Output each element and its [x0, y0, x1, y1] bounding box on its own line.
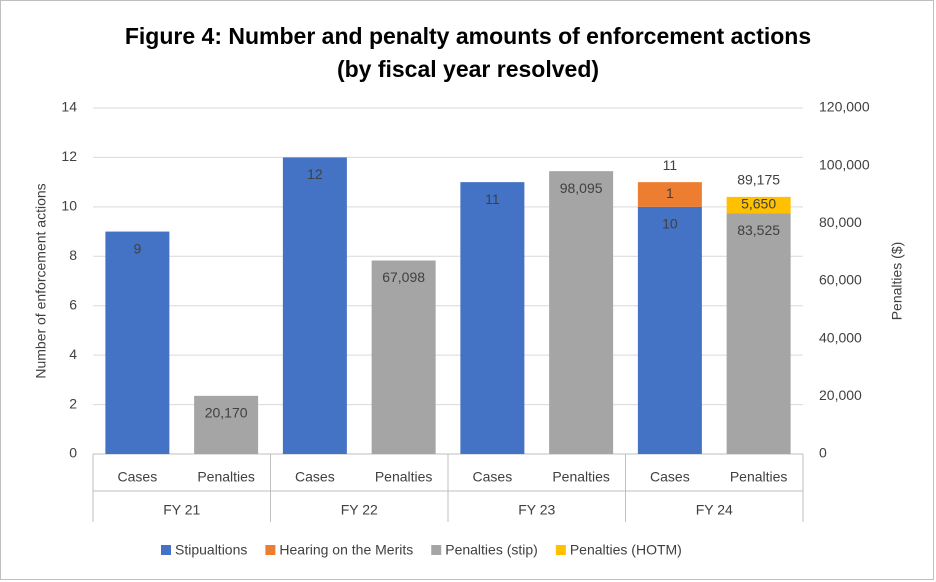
- bar: [637, 206, 702, 454]
- bar: [282, 157, 347, 454]
- legend-label: Hearing on the Merits: [279, 542, 413, 558]
- data-label: 1: [666, 185, 674, 201]
- data-label: 83,525: [737, 222, 780, 238]
- chart-title: Figure 4: Number and penalty amounts of …: [125, 23, 811, 49]
- legend-swatch: [161, 545, 171, 555]
- x-tick-label: Cases: [295, 469, 335, 485]
- data-label: 12: [307, 166, 323, 182]
- y2-tick-label: 100,000: [819, 156, 870, 172]
- data-label: 20,170: [205, 405, 248, 421]
- y2-tick-label: 80,000: [819, 214, 862, 230]
- y2-tick-label: 120,000: [819, 99, 870, 115]
- data-label: 5,650: [741, 196, 776, 212]
- x-group-label: FY 24: [696, 502, 733, 518]
- x-tick-label: Cases: [650, 469, 690, 485]
- y-axis-label: Number of enforcement actions: [33, 183, 49, 378]
- y-tick-label: 10: [61, 198, 77, 214]
- x-tick-label: Cases: [473, 469, 513, 485]
- y-tick-label: 4: [69, 346, 77, 362]
- y2-axis-label: Penalties ($): [889, 242, 905, 321]
- y2-tick-label: 0: [819, 445, 827, 461]
- chart-subtitle: (by fiscal year resolved): [337, 56, 599, 82]
- x-tick-label: Cases: [118, 469, 158, 485]
- x-tick-label: Penalties: [552, 469, 610, 485]
- x-tick-label: Penalties: [197, 469, 255, 485]
- total-label: 89,175: [737, 172, 780, 188]
- y-tick-label: 6: [69, 296, 77, 312]
- bar: [549, 171, 614, 454]
- legend-label: Stipualtions: [175, 542, 247, 558]
- y-tick-label: 12: [61, 148, 77, 164]
- x-group-label: FY 21: [163, 502, 200, 518]
- data-label: 10: [662, 216, 678, 232]
- y-tick-label: 14: [61, 99, 77, 115]
- x-tick-label: Penalties: [375, 469, 433, 485]
- bar: [460, 182, 525, 454]
- y-tick-label: 0: [69, 445, 77, 461]
- y-tick-label: 8: [69, 247, 77, 263]
- x-tick-label: Penalties: [730, 469, 788, 485]
- data-label: 98,095: [560, 180, 603, 196]
- legend-swatch: [265, 545, 276, 555]
- data-label: 9: [133, 240, 141, 256]
- data-label: 11: [485, 191, 500, 207]
- legend-label: Penalties (HOTM): [570, 542, 682, 558]
- legend-swatch: [555, 545, 566, 555]
- bar: [105, 231, 170, 454]
- bar: [194, 395, 259, 454]
- x-group-label: FY 23: [518, 502, 555, 518]
- total-label: 11: [663, 157, 678, 173]
- bar: [726, 196, 791, 214]
- y2-tick-label: 60,000: [819, 272, 862, 288]
- y2-tick-label: 40,000: [819, 329, 862, 345]
- bar: [726, 213, 791, 454]
- y-tick-label: 2: [69, 395, 77, 411]
- y2-tick-label: 20,000: [819, 387, 862, 403]
- legend-swatch: [431, 545, 442, 555]
- data-label: 67,098: [382, 269, 425, 285]
- legend-label: Penalties (stip): [445, 542, 538, 558]
- x-group-label: FY 22: [341, 502, 378, 518]
- bar: [371, 260, 436, 454]
- bar: [637, 182, 702, 207]
